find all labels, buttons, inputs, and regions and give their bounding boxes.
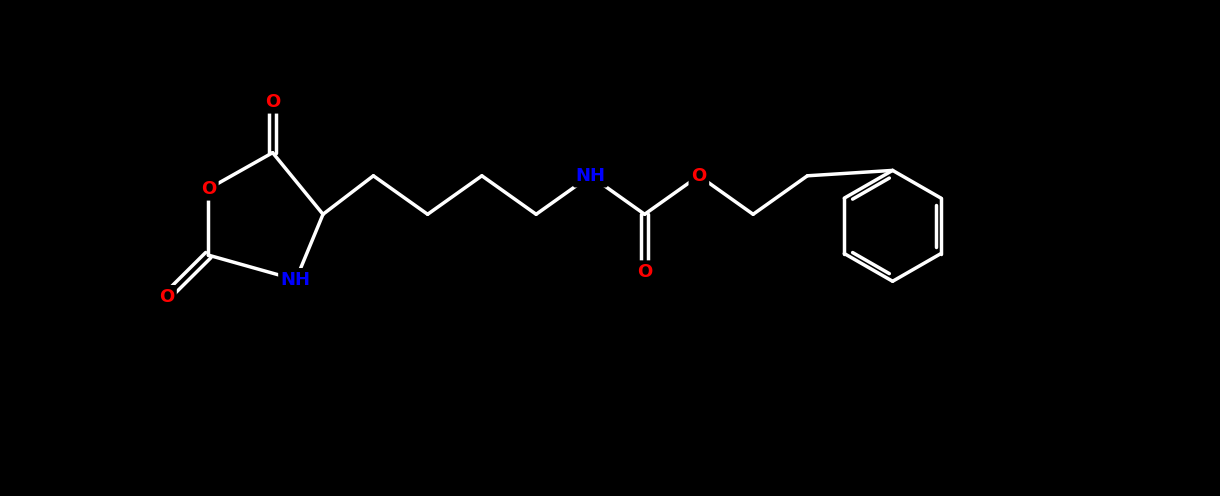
Text: O: O [159,288,174,306]
Text: NH: NH [281,271,311,289]
Text: O: O [265,93,281,111]
Text: O: O [692,167,706,185]
Text: NH: NH [576,167,605,185]
Text: O: O [200,180,216,198]
Text: O: O [637,263,653,281]
